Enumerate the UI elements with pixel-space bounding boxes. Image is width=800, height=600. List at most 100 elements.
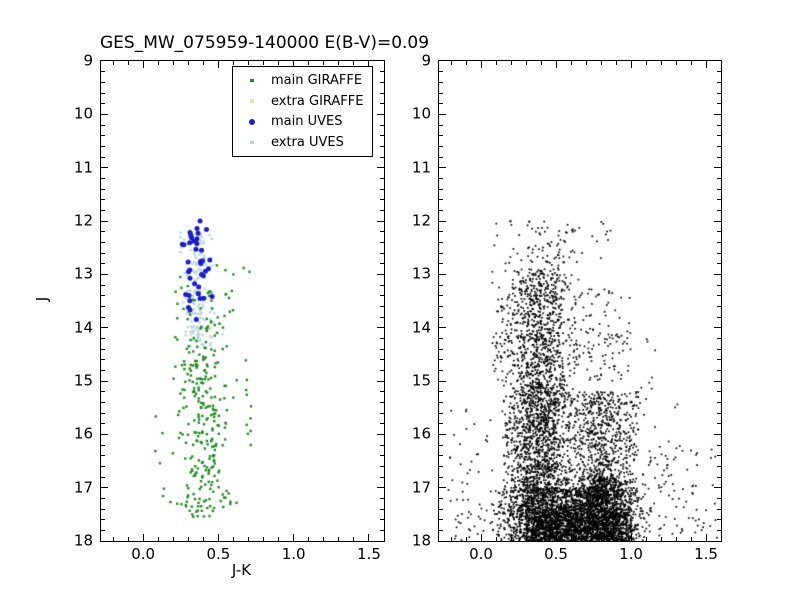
y-tick — [714, 220, 721, 222]
x-tick-label: 0.5 — [206, 545, 231, 563]
legend-label: extra UVES — [271, 135, 344, 151]
main-giraffe-marker-icon — [250, 78, 254, 83]
x-tick — [293, 534, 295, 541]
y-tick — [101, 284, 105, 286]
y-tick — [717, 145, 721, 147]
legend-item-main-uves: main UVES — [233, 115, 372, 128]
y-tick-label: 16 — [73, 424, 93, 443]
x-tick — [232, 61, 234, 65]
y-tick — [717, 316, 721, 318]
legend-label: main UVES — [271, 114, 343, 130]
y-tick — [101, 455, 105, 457]
y-tick — [717, 188, 721, 190]
y-tick — [717, 92, 721, 94]
y-tick — [439, 465, 443, 467]
y-tick — [717, 359, 721, 361]
y-tick — [101, 199, 105, 201]
y-tick — [439, 476, 443, 478]
y-tick — [380, 92, 384, 94]
x-tick — [112, 61, 114, 65]
y-tick — [380, 455, 384, 457]
y-tick — [714, 380, 721, 382]
y-tick — [439, 455, 443, 457]
y-tick — [101, 369, 105, 371]
y-tick — [717, 348, 721, 350]
x-tick-label: 1.0 — [281, 545, 306, 563]
y-tick-label: 15 — [73, 371, 93, 390]
y-tick — [101, 273, 108, 275]
x-tick — [540, 61, 542, 65]
y-tick — [717, 295, 721, 297]
x-tick — [540, 537, 542, 541]
y-tick — [439, 305, 443, 307]
y-tick — [439, 369, 443, 371]
y-tick — [377, 113, 384, 115]
main-uves-marker-icon — [249, 118, 255, 125]
x-tick — [293, 61, 295, 68]
x-tick — [630, 61, 632, 68]
right-scatter-canvas — [439, 61, 721, 541]
y-tick — [101, 241, 105, 243]
y-tick — [714, 167, 721, 169]
y-tick — [714, 273, 721, 275]
y-tick — [717, 465, 721, 467]
y-tick — [717, 412, 721, 414]
y-tick — [717, 81, 721, 83]
y-tick — [380, 177, 384, 179]
y-tick — [439, 71, 443, 73]
y-tick — [380, 423, 384, 425]
y-tick — [717, 455, 721, 457]
y-tick — [101, 497, 105, 499]
y-tick — [439, 252, 443, 254]
y-tick — [439, 423, 443, 425]
y-tick — [717, 529, 721, 531]
x-tick — [217, 61, 219, 68]
y-tick — [439, 348, 443, 350]
y-tick-label: 18 — [411, 531, 431, 550]
x-tick — [600, 537, 602, 541]
y-tick — [380, 156, 384, 158]
x-tick — [187, 61, 189, 65]
x-tick — [645, 61, 647, 65]
y-tick — [380, 199, 384, 201]
x-tick — [202, 61, 204, 65]
y-tick — [101, 81, 105, 83]
y-tick — [439, 113, 446, 115]
y-tick — [101, 167, 108, 169]
x-tick — [202, 537, 204, 541]
x-tick — [338, 61, 340, 65]
y-tick — [714, 113, 721, 115]
x-tick — [187, 537, 189, 541]
x-tick — [585, 61, 587, 65]
right-panel-cmd-photometry: 0.0 0.5 1.0 1.5 9 10 11 12 13 14 15 16 17 18 — [412, 53, 722, 562]
y-tick — [439, 327, 446, 329]
x-tick — [142, 534, 144, 541]
y-tick — [380, 444, 384, 446]
y-tick-label: 13 — [73, 264, 93, 283]
y-tick — [377, 167, 384, 169]
y-tick — [101, 209, 105, 211]
y-tick — [101, 391, 105, 393]
y-tick — [714, 327, 721, 329]
y-tick — [439, 401, 443, 403]
y-tick — [101, 487, 108, 489]
y-tick — [101, 380, 108, 382]
y-tick — [439, 380, 446, 382]
y-tick — [380, 209, 384, 211]
y-tick — [380, 529, 384, 531]
y-tick — [101, 348, 105, 350]
y-tick — [101, 135, 105, 137]
x-tick — [248, 537, 250, 541]
x-tick — [645, 537, 647, 541]
x-tick — [525, 537, 527, 541]
y-tick — [101, 327, 108, 329]
y-tick — [380, 124, 384, 126]
y-tick — [380, 263, 384, 265]
x-tick — [263, 537, 265, 541]
y-tick — [101, 423, 105, 425]
x-tick — [675, 61, 677, 65]
y-tick — [717, 284, 721, 286]
y-tick — [101, 220, 108, 222]
x-tick — [278, 61, 280, 65]
y-tick — [377, 433, 384, 435]
